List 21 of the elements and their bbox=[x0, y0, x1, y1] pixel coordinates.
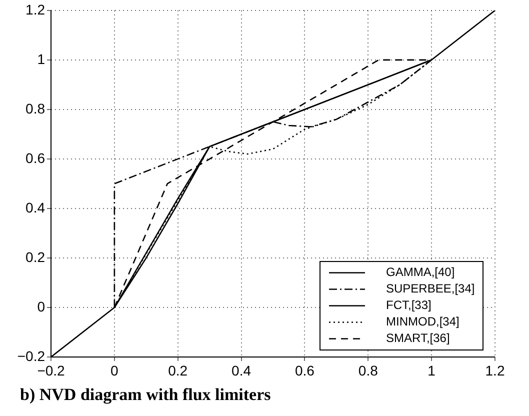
legend-label: MINMOD,[34] bbox=[386, 314, 460, 329]
x-tick-label: 1 bbox=[428, 362, 436, 378]
legend-label: SMART,[36] bbox=[386, 331, 450, 346]
x-tick-label: 0.8 bbox=[358, 362, 378, 378]
legend-label: GAMMA,[40] bbox=[386, 265, 455, 280]
x-tick-label: 1.2 bbox=[485, 362, 505, 378]
x-tick-label: 0.4 bbox=[232, 362, 252, 378]
text: b) NVD diagram with flux limiters bbox=[20, 385, 271, 405]
x-tick-label: 0.2 bbox=[168, 362, 188, 378]
y-tick-label: 1.2 bbox=[26, 1, 46, 18]
y-tick-label: 0.2 bbox=[26, 248, 46, 265]
y-tick-label: 1 bbox=[37, 50, 46, 67]
x-tick-label: 0 bbox=[110, 362, 119, 378]
x-tick-label: 0.6 bbox=[294, 362, 315, 378]
legend-label: FCT,[33] bbox=[386, 298, 432, 312]
y-tick-label: −0.2 bbox=[17, 348, 46, 364]
y-tick-label: 0 bbox=[37, 298, 46, 314]
y-tick-label: 0.4 bbox=[26, 199, 46, 216]
legend-label: SUPERBEE,[34] bbox=[386, 282, 475, 296]
y-tick-label: 0.6 bbox=[26, 150, 46, 166]
y-tick-label: 0.8 bbox=[26, 100, 46, 116]
